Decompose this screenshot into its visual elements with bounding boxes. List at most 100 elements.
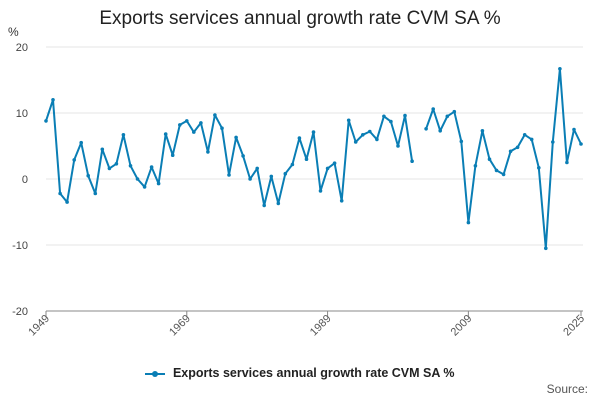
legend[interactable]: Exports services annual growth rate CVM … [0,366,600,380]
data-point[interactable] [304,157,309,161]
data-point[interactable] [44,119,48,123]
data-point[interactable] [163,132,168,136]
source-label: Source: [546,382,588,396]
data-point[interactable] [248,177,252,181]
gridlines [46,46,583,312]
data-point[interactable] [389,119,393,124]
data-point[interactable] [375,137,379,142]
data-point[interactable] [459,139,464,144]
data-point[interactable] [149,165,154,169]
data-point[interactable] [86,173,90,178]
y-tick-label: -10 [12,240,28,252]
data-point[interactable] [325,166,330,171]
data-point[interactable] [551,140,555,144]
data-point[interactable] [121,133,126,137]
data-point[interactable] [220,126,224,130]
data-point[interactable] [290,162,295,167]
series-line-segment [425,67,582,250]
data-point[interactable] [65,200,69,204]
x-tick-label: 1949 [26,313,52,339]
y-tick-label: -20 [12,306,28,318]
data-point[interactable] [170,153,175,157]
data-point[interactable] [128,164,133,168]
data-point[interactable] [283,171,288,176]
chart-title: Exports services annual growth rate CVM … [99,8,501,29]
data-point[interactable] [346,118,351,123]
data-point[interactable] [572,127,576,132]
data-point[interactable] [199,121,203,125]
data-point[interactable] [522,133,527,137]
data-point[interactable] [410,159,414,163]
data-point[interactable] [579,142,583,146]
data-point[interactable] [51,98,55,102]
x-tick-label: 2025 [561,313,587,339]
y-tick-label: 20 [16,42,28,54]
series-points [44,67,583,251]
data-point[interactable] [368,129,372,134]
data-point[interactable] [515,145,520,150]
data-point[interactable] [529,137,534,142]
data-point[interactable] [339,199,344,203]
data-point[interactable] [473,164,478,168]
series-line [45,67,582,250]
data-point[interactable] [382,114,386,119]
y-axis-unit-label: % [8,25,19,39]
data-point[interactable] [558,67,562,71]
data-point[interactable] [466,220,471,225]
data-point[interactable] [452,109,457,114]
data-point[interactable] [276,201,281,206]
legend-line-marker-icon [145,369,166,379]
data-point[interactable] [487,157,492,161]
data-point[interactable] [424,127,428,131]
data-point[interactable] [318,189,323,193]
data-point[interactable] [192,130,196,134]
data-point[interactable] [114,162,119,166]
data-point[interactable] [361,133,365,137]
data-point[interactable] [135,177,140,181]
data-point[interactable] [269,174,274,179]
data-point[interactable] [72,158,76,162]
data-point[interactable] [100,147,105,152]
data-point[interactable] [178,123,182,127]
data-point[interactable] [227,173,231,177]
data-point[interactable] [438,129,443,133]
x-tick-label: 1969 [167,313,193,339]
data-point[interactable] [142,185,147,189]
data-point[interactable] [396,144,400,148]
data-point[interactable] [445,114,450,119]
data-point[interactable] [508,149,513,154]
y-tick-label: 10 [16,108,28,120]
data-point[interactable] [297,136,302,140]
y-axis-ticks: 20 10 0 -10 -20 [12,42,28,318]
data-point[interactable] [403,113,407,118]
data-point[interactable] [311,130,316,134]
data-point[interactable] [234,135,238,140]
data-point[interactable] [206,150,210,154]
data-point[interactable] [79,140,83,145]
x-tick-label: 1989 [308,313,334,339]
data-point[interactable] [431,107,436,111]
x-axis-ticks: 1949 1969 1989 2009 2025 [26,311,587,338]
data-point[interactable] [107,166,112,171]
series-line-segment [45,98,414,207]
legend-label: Exports services annual growth rate CVM … [172,366,455,380]
data-point[interactable] [537,166,541,170]
data-point[interactable] [494,168,499,173]
data-point[interactable] [213,113,217,117]
y-tick-label: 0 [22,174,28,186]
data-point[interactable] [353,140,358,144]
data-point[interactable] [480,129,485,133]
data-point[interactable] [544,246,548,251]
data-point[interactable] [332,161,337,165]
data-point[interactable] [58,191,62,196]
data-point[interactable] [262,203,267,208]
x-tick-label: 2009 [449,313,475,339]
data-point[interactable] [565,160,569,165]
data-point[interactable] [241,154,245,158]
data-point[interactable] [156,181,161,186]
data-point[interactable] [255,166,259,171]
data-point[interactable] [93,191,98,196]
data-point[interactable] [185,119,189,123]
data-point[interactable] [501,172,506,177]
